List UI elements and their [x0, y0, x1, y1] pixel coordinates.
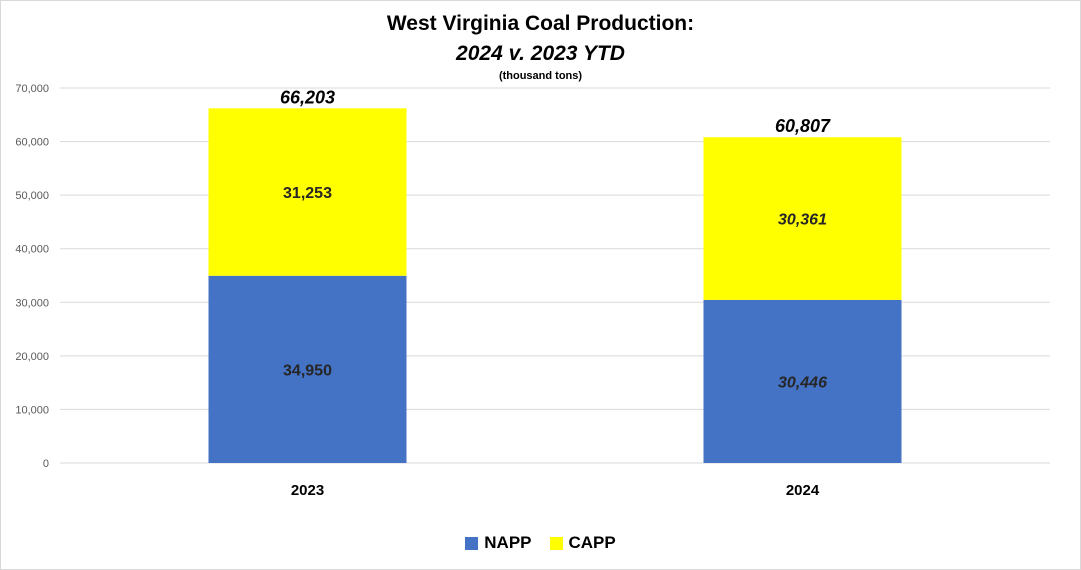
legend-swatch-napp	[465, 536, 479, 550]
legend-label-napp: NAPP	[484, 533, 532, 552]
legend-item-napp: NAPP	[465, 533, 532, 553]
chart-unit-label: (thousand tons)	[498, 70, 583, 82]
data-label: 31,253	[283, 185, 332, 202]
bar-capp	[703, 137, 902, 300]
x-tick-label: 2023	[291, 482, 324, 499]
bar-napp	[208, 275, 407, 463]
chart-title: West Virginia Coal Production:	[386, 12, 695, 35]
bar-capp	[208, 108, 407, 276]
data-label: 30,446	[778, 374, 827, 391]
total-label: 66,203	[280, 87, 335, 107]
y-tick-label: 40,000	[15, 244, 49, 256]
y-tick-label: 20,000	[15, 351, 49, 363]
total-label: 60,807	[775, 116, 831, 136]
y-tick-label: 30,000	[15, 297, 49, 309]
data-label: 34,950	[283, 362, 332, 379]
x-tick-label: 2024	[786, 482, 820, 499]
legend: NAPP CAPP	[0, 533, 1081, 553]
bar-napp	[703, 299, 902, 463]
y-tick-label: 0	[43, 458, 49, 470]
chart-subtitle: 2024 v. 2023 YTD	[456, 42, 625, 65]
legend-swatch-capp	[549, 536, 563, 550]
data-label: 30,361	[778, 212, 827, 229]
y-tick-label: 50,000	[15, 190, 49, 202]
legend-item-capp: CAPP	[549, 533, 616, 553]
y-tick-label: 60,000	[15, 137, 49, 149]
y-tick-label: 70,000	[15, 83, 49, 95]
y-tick-label: 10,000	[15, 404, 49, 416]
legend-label-capp: CAPP	[568, 533, 616, 552]
